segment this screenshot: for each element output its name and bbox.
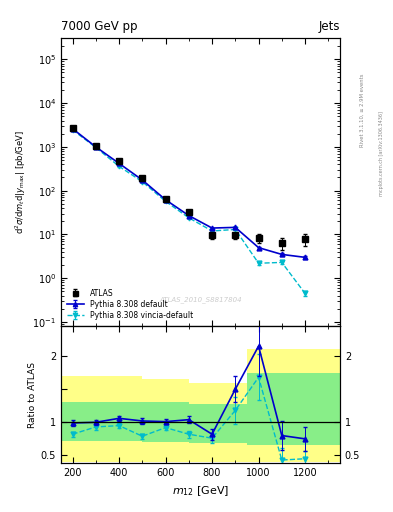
- Legend: ATLAS, Pythia 8.308 default, Pythia 8.308 vincia-default: ATLAS, Pythia 8.308 default, Pythia 8.30…: [65, 286, 195, 323]
- Text: Rivet 3.1.10, ≥ 2.9M events: Rivet 3.1.10, ≥ 2.9M events: [360, 74, 365, 147]
- Y-axis label: $\mathrm{d}^2\sigma/\mathrm{d}m_t\mathrm{d}|y_\mathrm{max}|$ [pb/GeV]: $\mathrm{d}^2\sigma/\mathrm{d}m_t\mathrm…: [14, 131, 28, 234]
- Text: 7000 GeV pp: 7000 GeV pp: [61, 20, 138, 33]
- Text: ATLAS_2010_S8817804: ATLAS_2010_S8817804: [159, 296, 242, 303]
- Text: Jets: Jets: [318, 20, 340, 33]
- Y-axis label: Ratio to ATLAS: Ratio to ATLAS: [28, 362, 37, 428]
- X-axis label: $m_{12}$ [GeV]: $m_{12}$ [GeV]: [172, 484, 229, 498]
- Text: mcplots.cern.ch [arXiv:1306.3436]: mcplots.cern.ch [arXiv:1306.3436]: [379, 111, 384, 196]
